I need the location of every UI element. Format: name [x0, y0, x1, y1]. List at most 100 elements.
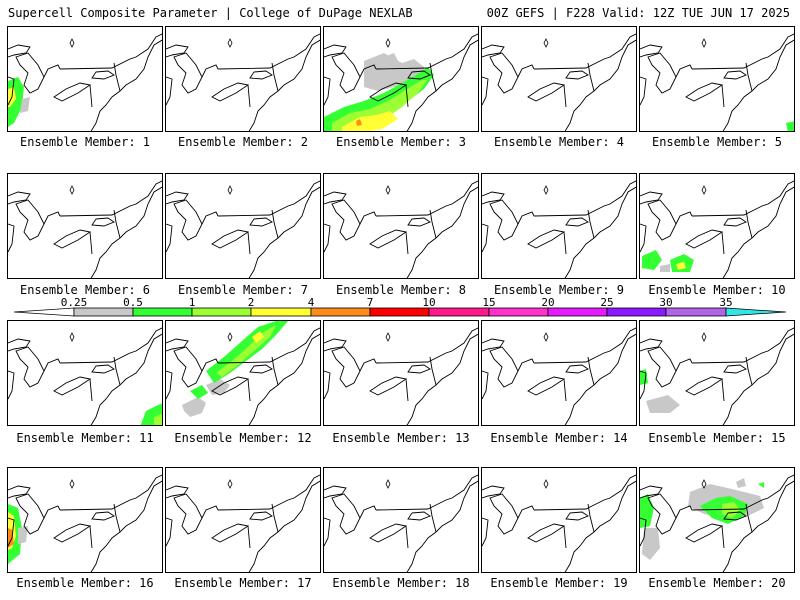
map-boundary-line — [640, 223, 647, 253]
map-boundary-line — [53, 376, 92, 396]
ensemble-member-label: Ensemble Member: 17 — [174, 576, 312, 590]
map-boundary-line — [405, 84, 409, 108]
map-boundary-line — [527, 376, 566, 396]
map-boundary-line — [247, 378, 251, 402]
location-marker-icon — [701, 185, 707, 195]
map-boundary-line — [406, 333, 478, 425]
member-map-plot — [482, 474, 636, 572]
location-marker-icon — [543, 38, 549, 48]
map-boundary-line — [369, 376, 408, 396]
map-boundary-line — [324, 191, 347, 205]
color-scale-tick-label: 0.25 — [61, 296, 88, 309]
map-boundary-line — [640, 517, 647, 547]
ensemble-member-label: Ensemble Member: 1 — [19, 135, 151, 149]
ensemble-member-label: Ensemble Member: 11 — [16, 431, 154, 445]
color-scale-legend: 0.25 0.5 1 2 4 7 10 15 20 25 30 35 — [13, 296, 787, 317]
map-boundary-line — [489, 52, 519, 94]
map-boundary-line — [324, 370, 331, 400]
map-boundary-line — [217, 33, 320, 70]
map-boundary-line — [166, 338, 189, 352]
map-boundary-line — [533, 180, 636, 217]
map-boundary-line — [482, 191, 505, 205]
map-boundary-line — [407, 364, 431, 374]
map-boundary-line — [248, 39, 320, 131]
map-boundary-line — [359, 358, 377, 372]
map-boundary-line — [564, 333, 636, 425]
map-boundary-line — [527, 229, 566, 249]
map-boundary-line — [527, 523, 566, 543]
map-boundary-line — [587, 209, 595, 239]
map-boundary-line — [324, 338, 347, 352]
member-map-plot — [640, 474, 794, 572]
map-boundary-line — [723, 70, 747, 80]
map-boundary-line — [90, 186, 162, 278]
map-boundary-line — [211, 523, 250, 543]
map-boundary-line — [271, 62, 279, 92]
map-boundary-line — [43, 505, 61, 519]
member-map-plot — [640, 180, 794, 278]
location-marker-icon — [701, 332, 707, 342]
map-boundary-line — [271, 209, 279, 239]
map-boundary-line — [173, 52, 203, 94]
ensemble-member-label: Ensemble Member: 8 — [335, 283, 467, 297]
ensemble-member-map — [7, 320, 163, 426]
location-marker-icon — [227, 479, 233, 489]
map-boundary-line — [482, 485, 505, 499]
map-boundary-line — [429, 356, 437, 386]
map-boundary-line — [647, 493, 677, 535]
color-scale-swatch — [725, 307, 787, 317]
ensemble-member-map — [165, 320, 321, 426]
map-boundary-line — [359, 64, 377, 78]
map-boundary-line — [15, 493, 45, 535]
map-boundary-line — [324, 485, 347, 499]
color-scale-tick-label: 0.5 — [123, 296, 143, 309]
map-boundary-line — [675, 358, 693, 372]
map-boundary-line — [217, 474, 320, 511]
scp-contour-fill — [384, 53, 398, 63]
map-boundary-line — [685, 82, 724, 102]
map-boundary-line — [721, 84, 725, 108]
member-map-plot — [482, 180, 636, 278]
map-boundary-line — [173, 199, 203, 241]
map-boundary-line — [722, 333, 794, 425]
scp-contour-fill — [154, 413, 162, 425]
map-boundary-line — [331, 493, 361, 535]
color-scale-swatch — [665, 307, 727, 317]
map-boundary-line — [691, 180, 794, 217]
ensemble-member-map — [7, 26, 163, 132]
map-boundary-line — [406, 186, 478, 278]
map-boundary-line — [248, 186, 320, 278]
location-marker-icon — [543, 479, 549, 489]
map-boundary-line — [745, 62, 753, 92]
map-boundary-line — [723, 511, 747, 521]
color-scale-swatch — [13, 307, 75, 317]
ensemble-member-map — [7, 467, 163, 573]
color-scale-swatch — [547, 307, 608, 317]
scp-contour-fill — [640, 494, 654, 528]
map-boundary-line — [723, 217, 747, 227]
map-boundary-line — [405, 231, 409, 255]
map-boundary-line — [15, 346, 45, 388]
member-map-plot — [8, 474, 162, 572]
color-scale-tick-label: 25 — [600, 296, 613, 309]
location-marker-icon — [385, 479, 391, 489]
ensemble-member-map — [323, 173, 479, 279]
map-boundary-line — [587, 62, 595, 92]
map-boundary-line — [113, 62, 121, 92]
map-boundary-line — [247, 525, 251, 549]
map-boundary-line — [331, 346, 361, 388]
map-boundary-line — [331, 199, 361, 241]
map-boundary-line — [324, 517, 331, 547]
map-boundary-line — [249, 364, 273, 374]
location-marker-icon — [69, 479, 75, 489]
member-map-plot — [324, 474, 478, 572]
map-boundary-line — [324, 223, 331, 253]
map-boundary-line — [15, 52, 45, 94]
member-map-plot — [166, 180, 320, 278]
map-boundary-line — [324, 44, 347, 58]
map-boundary-line — [369, 523, 408, 543]
map-boundary-line — [564, 39, 636, 131]
location-marker-icon — [69, 332, 75, 342]
ensemble-member-map — [7, 173, 163, 279]
map-boundary-line — [249, 217, 273, 227]
